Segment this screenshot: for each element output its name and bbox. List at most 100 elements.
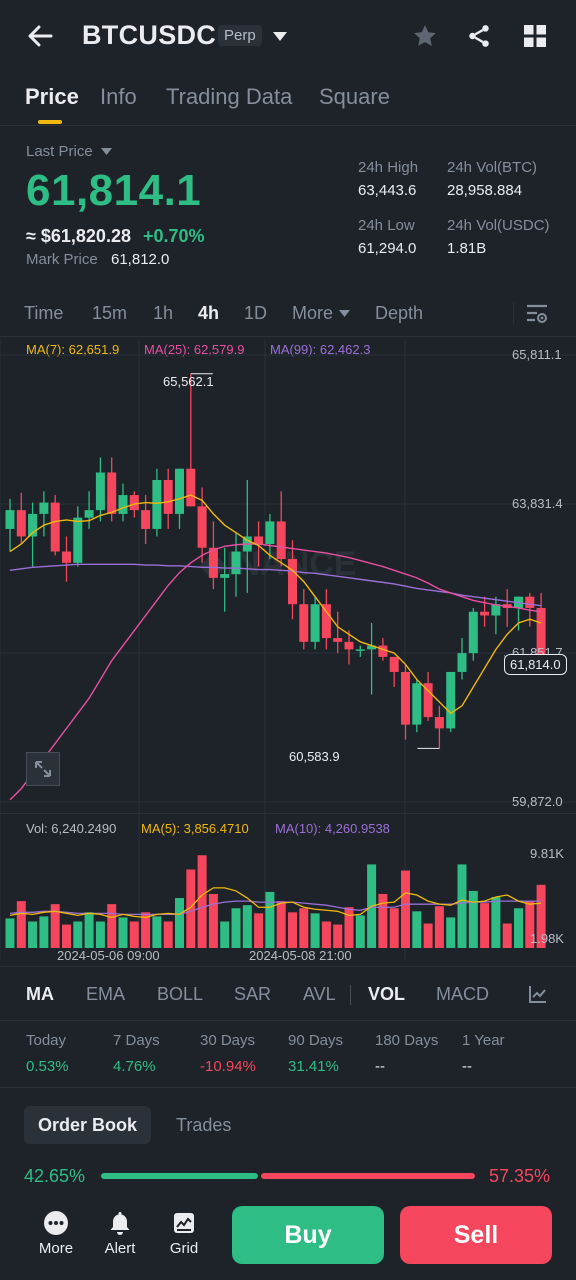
volume-bar xyxy=(344,907,354,948)
volume-bar xyxy=(321,921,331,948)
nav-alert[interactable]: Alert xyxy=(90,1210,150,1257)
candle-body xyxy=(254,536,264,544)
indicator-macd[interactable]: MACD xyxy=(436,984,489,1004)
volume-bar xyxy=(129,921,139,948)
timeframe-1d[interactable]: 1D xyxy=(244,303,268,323)
perf-value: 31.41% xyxy=(288,1058,339,1075)
buy-ratio-text: 42.65% xyxy=(24,1166,86,1186)
nav-grid[interactable]: Grid xyxy=(154,1210,214,1257)
price-chart[interactable]: ◆INANCE xyxy=(0,340,576,970)
candle-body xyxy=(118,495,128,514)
volume-bar xyxy=(401,870,410,948)
indicator-ma[interactable]: MA xyxy=(26,984,54,1004)
timeframe-15m[interactable]: 15m xyxy=(92,303,128,323)
indicator-settings-button[interactable] xyxy=(526,982,550,1006)
divider xyxy=(0,125,576,126)
volume-bar xyxy=(118,917,128,948)
active-tab-indicator xyxy=(38,120,62,124)
ma99-line xyxy=(9,563,542,607)
tab-order-book[interactable]: Order Book xyxy=(24,1106,152,1144)
volume-bar xyxy=(355,915,365,948)
volume-bar xyxy=(95,921,105,948)
volume-bar xyxy=(389,908,399,948)
ma7-legend: MA(7): 62,651.9 xyxy=(26,342,120,357)
candle-body xyxy=(378,645,388,657)
volume-bar xyxy=(152,916,162,948)
perf-value: -10.94% xyxy=(200,1058,256,1075)
volume-bar xyxy=(378,893,388,948)
layout-grid-button[interactable] xyxy=(520,22,550,50)
tab-trading-data[interactable]: Trading Data xyxy=(166,84,293,109)
tab-price[interactable]: Price xyxy=(25,84,79,109)
candle-body xyxy=(412,683,422,725)
perf-label: 90 Days xyxy=(288,1032,344,1049)
volume-bar xyxy=(491,897,501,948)
fullscreen-button[interactable] xyxy=(26,752,60,786)
indicator-avl[interactable]: AVL xyxy=(303,984,336,1004)
vol-axis-tick: 1.98K xyxy=(530,931,564,946)
chart-settings-button[interactable] xyxy=(524,302,550,326)
settings-sliders-icon xyxy=(527,304,547,323)
tab-info[interactable]: Info xyxy=(100,84,137,109)
timeframe-depth[interactable]: Depth xyxy=(375,303,424,323)
volume-bar xyxy=(502,923,512,948)
indicator-vol[interactable]: VOL xyxy=(368,984,406,1004)
vol-ma5-line xyxy=(9,887,542,919)
indicator-sar[interactable]: SAR xyxy=(234,984,272,1004)
share-button[interactable] xyxy=(464,22,494,50)
perf-value: 0.53% xyxy=(26,1058,69,1075)
chart-grid xyxy=(0,340,576,960)
timeframe-1h[interactable]: 1h xyxy=(153,303,174,323)
candle-body xyxy=(62,551,71,563)
candle-body xyxy=(141,510,151,529)
candle-body xyxy=(186,468,196,507)
back-button[interactable] xyxy=(22,22,58,50)
divider xyxy=(350,985,351,1005)
candle-body xyxy=(299,604,309,642)
candle-body xyxy=(5,510,15,529)
tab-square[interactable]: Square xyxy=(319,84,390,109)
expand-icon xyxy=(35,761,51,777)
candle-body xyxy=(220,574,230,578)
volume-bar xyxy=(62,924,71,948)
volume-bar xyxy=(514,908,523,948)
timeframe-4h[interactable]: 4h xyxy=(198,303,220,323)
perf-value: -- xyxy=(375,1058,385,1075)
approx-usd: ≈ $61,820.28 xyxy=(26,226,131,246)
candle-body xyxy=(163,480,173,514)
candles xyxy=(5,373,546,749)
buy-button[interactable]: Buy xyxy=(232,1206,384,1264)
indicator-boll[interactable]: BOLL xyxy=(157,984,204,1004)
perf-value: -- xyxy=(462,1058,472,1075)
volume-bar xyxy=(242,905,252,948)
nav-more[interactable]: More xyxy=(26,1210,86,1257)
last-price-selector[interactable]: Last Price xyxy=(26,143,112,160)
ma99-legend: MA(99): 62,462.3 xyxy=(270,342,371,357)
perf-label: 180 Days xyxy=(375,1032,439,1049)
symbol-dropdown-button[interactable] xyxy=(270,28,290,44)
buy-ratio-bar xyxy=(101,1173,258,1179)
grid-bot-icon xyxy=(174,1213,194,1233)
nav-alert-label: Alert xyxy=(104,1240,136,1257)
vol-usdc-label: 24h Vol(USDC) xyxy=(447,217,550,234)
mark-price-label: Mark Price xyxy=(26,251,98,268)
symbol-title[interactable]: BTCUSDC xyxy=(82,20,217,50)
candle-body xyxy=(310,604,320,642)
candle-body xyxy=(39,502,49,514)
candle-body xyxy=(367,645,377,650)
timeframe-more[interactable]: More xyxy=(292,303,351,324)
candle-body xyxy=(276,521,286,560)
nav-grid-label: Grid xyxy=(169,1240,199,1257)
timeframe-time[interactable]: Time xyxy=(24,303,64,323)
sell-button[interactable]: Sell xyxy=(400,1206,552,1264)
volume-bar xyxy=(220,921,230,948)
indicator-ema[interactable]: EMA xyxy=(86,984,126,1004)
vol-ma10-legend: MA(10): 4,260.9538 xyxy=(275,821,390,836)
volume-bar xyxy=(434,906,444,948)
x-axis-tick: 2024-05-06 09:00 xyxy=(57,948,160,963)
low-label: 24h Low xyxy=(358,217,415,234)
volume-bar xyxy=(254,913,264,948)
chart-line-icon xyxy=(529,986,546,1003)
tab-trades[interactable]: Trades xyxy=(176,1114,232,1135)
favorite-button[interactable] xyxy=(410,22,440,50)
